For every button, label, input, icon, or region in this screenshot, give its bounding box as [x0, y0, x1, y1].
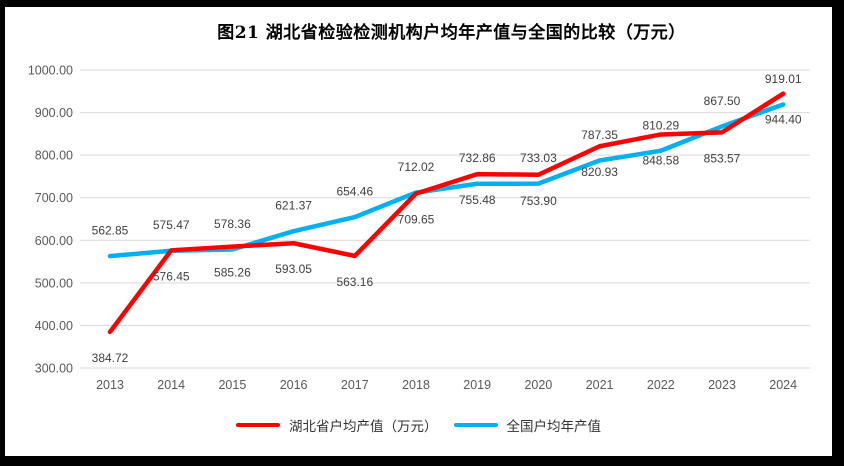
data-point-label: 709.65: [398, 213, 435, 227]
legend-label-national: 全国户均年产值: [506, 419, 602, 434]
data-point-label: 733.03: [520, 151, 557, 165]
data-point-label: 576.45: [153, 269, 190, 283]
data-point-label: 848.58: [642, 153, 679, 167]
series-line-national: [107, 102, 786, 259]
y-axis-tick-label: 1000.00: [28, 64, 73, 78]
x-axis-tick-label: 2016: [280, 378, 308, 392]
x-axis-tick-label: 2023: [708, 378, 736, 392]
data-point-label: 578.36: [214, 217, 251, 231]
x-axis-tick-label: 2020: [524, 378, 552, 392]
data-point-label: 712.02: [398, 160, 435, 174]
data-point-label: 755.48: [459, 193, 496, 207]
data-point-label: 820.93: [581, 165, 618, 179]
data-point-label: 787.35: [581, 128, 618, 142]
legend-line-swatch-blue: [453, 422, 498, 428]
data-point-label: 562.85: [92, 224, 129, 238]
legend-item-national: 全国户均年产值: [453, 415, 602, 435]
data-point-label: 563.16: [336, 275, 373, 289]
legend: 湖北省户均产值（万元） 全国户均年产值: [5, 415, 832, 435]
x-axis-tick-label: 2013: [96, 378, 124, 392]
legend-line-swatch-red: [236, 422, 280, 428]
x-axis-tick-label: 2017: [341, 378, 369, 392]
data-point-label: 753.90: [520, 194, 557, 208]
data-point-label: 593.05: [275, 262, 312, 276]
y-axis-tick-label: 400.00: [35, 319, 73, 333]
y-axis-tick-label: 900.00: [35, 106, 73, 120]
x-axis-tick-label: 2018: [402, 378, 430, 392]
data-point-label: 810.29: [642, 118, 679, 132]
x-axis-tick-label: 2014: [157, 378, 185, 392]
y-axis-tick-label: 500.00: [35, 276, 73, 290]
y-axis-tick-label: 700.00: [35, 191, 73, 205]
series-line-hubei: [107, 91, 786, 335]
data-point-label: 853.57: [704, 151, 741, 165]
data-point-label: 919.01: [765, 72, 802, 86]
y-axis-tick-label: 300.00: [35, 362, 73, 376]
y-axis-tick-label: 800.00: [35, 149, 73, 163]
x-axis-tick-label: 2019: [463, 378, 491, 392]
data-point-label: 585.26: [214, 266, 251, 280]
x-axis-tick-label: 2015: [218, 378, 246, 392]
data-point-label: 867.50: [704, 94, 741, 108]
chart-title: 图21 湖北省检验检测机构户均年产值与全国的比较（万元）: [217, 23, 686, 43]
data-point-label: 621.37: [275, 199, 312, 213]
chart-area: 图21 湖北省检验检测机构户均年产值与全国的比较（万元） 300.00 400.0…: [5, 7, 832, 456]
x-axis-tick-label: 2022: [647, 378, 675, 392]
data-point-label: 732.86: [459, 151, 496, 165]
data-point-label: 654.46: [336, 185, 373, 199]
data-point-label: 384.72: [92, 351, 129, 365]
chart-canvas: 300.00 400.00 500.00 600.00 700.00 800.00 900.…: [28, 64, 810, 392]
legend-label-hubei: 湖北省户均产值（万元）: [289, 419, 438, 434]
y-axis-tick-label: 600.00: [35, 234, 73, 248]
x-axis-tick-label: 2021: [586, 378, 614, 392]
data-point-label: 575.47: [153, 218, 190, 232]
legend-item-hubei: 湖北省户均产值（万元）: [236, 415, 438, 435]
data-point-label: 944.40: [765, 113, 802, 127]
x-axis-tick-label: 2024: [769, 378, 797, 392]
